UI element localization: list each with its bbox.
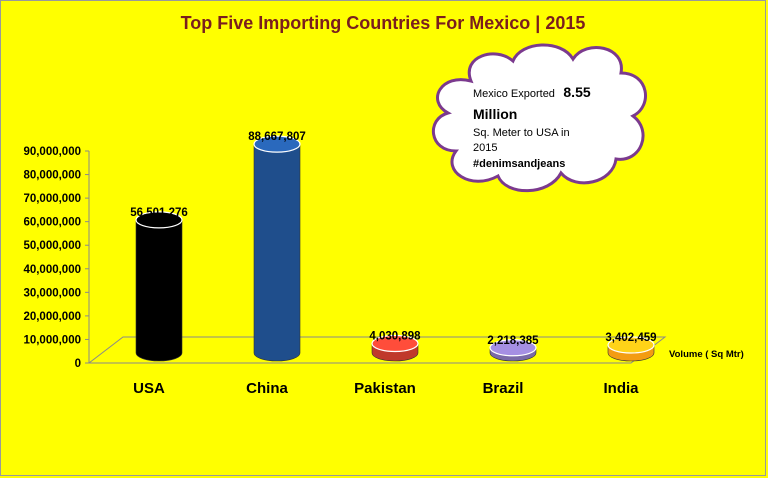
callout-line-1: Mexico Exported 8.55 (473, 84, 591, 101)
y-tick-label: 20,000,000 (23, 311, 81, 323)
category-label: India (603, 380, 639, 397)
bar-top-brazil (489, 339, 537, 357)
y-tick-label: 40,000,000 (23, 264, 81, 276)
y-tick-label: 90,000,000 (23, 146, 81, 158)
value-label: 88,667,807 (248, 131, 306, 143)
bar-top-india (607, 336, 655, 354)
cloud-callout: Mexico Exported 8.55 Million Sq. Meter t… (432, 43, 647, 193)
chart-floor (87, 336, 667, 364)
callout-line-2: Million (473, 106, 517, 122)
category-label: Brazil (483, 380, 524, 397)
value-label: 56,501,276 (130, 207, 188, 219)
y-tick-label: 0 (75, 358, 81, 370)
chart-title: Top Five Importing Countries For Mexico … (181, 13, 586, 33)
bar-china (253, 143, 301, 362)
value-label: 4,030,898 (369, 331, 421, 343)
y-tick-label: 30,000,000 (23, 287, 81, 299)
category-labels: USA China Pakistan Brazil India (133, 380, 639, 397)
bar-top-usa (135, 211, 183, 229)
bar-top-china (253, 135, 301, 153)
cloud-shape (432, 43, 647, 193)
callout-hashtag: #denimsandjeans (473, 158, 565, 170)
bar-top-pakistan (371, 334, 419, 353)
category-label: USA (133, 380, 165, 397)
bars (135, 135, 655, 362)
y-tick-label: 50,000,000 (23, 240, 81, 252)
y-tick-label: 60,000,000 (23, 217, 81, 229)
unit-label: Volume ( Sq Mtr) (669, 349, 744, 360)
value-labels: 56,501,276 88,667,807 4,030,898 2,218,385 3,… (130, 131, 656, 347)
y-axis-ticks: 0 10,000,000 20,000,000 30,000,000 40,000,00… (23, 146, 89, 370)
category-label: China (246, 380, 288, 397)
category-label: Pakistan (354, 380, 416, 397)
y-tick-label: 70,000,000 (23, 193, 81, 205)
y-tick-label: 10,000,000 (23, 334, 81, 346)
bar-usa (135, 219, 183, 362)
y-tick-label: 80,000,000 (23, 170, 81, 182)
callout-line-3: Sq. Meter to USA in (473, 127, 570, 139)
value-label: 3,402,459 (605, 332, 656, 344)
callout-line-4: 2015 (473, 142, 497, 154)
value-label: 2,218,385 (487, 335, 539, 347)
